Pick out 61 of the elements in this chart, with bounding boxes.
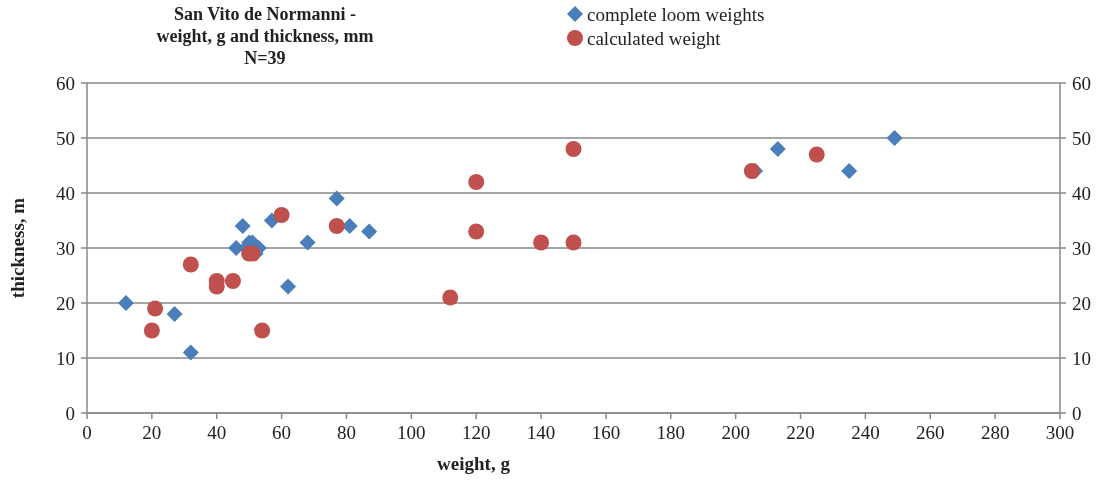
- point: [808, 146, 825, 163]
- x-tick-label: 100: [397, 422, 426, 443]
- point: [147, 300, 164, 317]
- y-tick-label: 40: [56, 182, 75, 204]
- x-tick-label: 260: [916, 422, 945, 443]
- y2-tick-label: 20: [1072, 292, 1091, 314]
- y-tick-label: 0: [65, 402, 75, 424]
- y2-tick-label: 0: [1072, 402, 1082, 424]
- point: [328, 190, 345, 207]
- point: [117, 295, 134, 311]
- x-tick-label: 0: [82, 422, 92, 443]
- x-tick-label: 80: [336, 422, 356, 443]
- point: [328, 218, 345, 234]
- point: [224, 273, 241, 289]
- x-tick-label: 280: [980, 422, 1010, 443]
- point: [841, 163, 858, 179]
- point: [361, 223, 378, 240]
- x-tick-label: 180: [656, 422, 686, 443]
- y-tick-label: 10: [56, 347, 75, 369]
- point: [533, 234, 550, 251]
- x-tick-label: 40: [207, 422, 227, 443]
- point: [182, 256, 199, 273]
- point: [234, 218, 251, 234]
- y2-tick-label: 30: [1072, 237, 1091, 259]
- x-tick-label: 160: [591, 422, 621, 443]
- x-tick-label: 300: [1045, 422, 1075, 443]
- x-axis-title: weight, g: [437, 453, 511, 474]
- x-tick-label: 240: [851, 422, 880, 443]
- legend-label: calculated weight: [587, 27, 722, 49]
- y-tick-label: 60: [56, 72, 75, 94]
- y-tick-label: 50: [56, 127, 75, 149]
- x-tick-label: 120: [461, 422, 491, 443]
- x-tick-label: 20: [142, 422, 162, 443]
- point: [468, 174, 485, 190]
- x-tick-label: 140: [526, 422, 556, 443]
- point: [886, 130, 903, 146]
- point: [254, 322, 271, 339]
- y2-tick-label: 50: [1072, 127, 1091, 149]
- x-tick-label: 60: [272, 422, 292, 443]
- y-tick-label: 20: [56, 292, 75, 314]
- point: [565, 141, 582, 157]
- point: [166, 306, 183, 322]
- point: [442, 289, 459, 306]
- y2-tick-label: 40: [1072, 182, 1091, 204]
- y-tick-label: 30: [56, 237, 75, 259]
- point: [565, 234, 582, 251]
- point: [299, 234, 316, 251]
- legend-label: complete loom weights: [587, 3, 765, 25]
- point: [182, 344, 199, 361]
- y-axis-title: thickness, m: [7, 197, 28, 299]
- x-tick-label: 200: [721, 422, 750, 443]
- x-tick-label: 220: [786, 422, 815, 443]
- point: [468, 223, 485, 240]
- point: [743, 163, 760, 179]
- y2-tick-label: 10: [1072, 347, 1091, 369]
- point: [280, 278, 297, 295]
- point: [143, 322, 160, 339]
- y2-tick-label: 60: [1072, 72, 1091, 94]
- point: [273, 207, 290, 223]
- point: [769, 141, 786, 157]
- chart-title: San Vito de Normanni - weight, g and thickness, mm N=39: [156, 4, 374, 68]
